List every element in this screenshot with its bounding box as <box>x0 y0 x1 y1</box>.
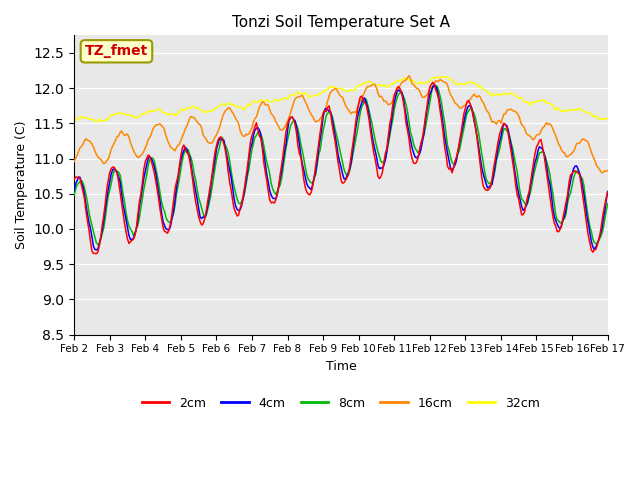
16cm <box>540 124 548 130</box>
16cm <box>170 146 177 152</box>
8cm <box>70 192 78 198</box>
16cm <box>598 170 605 176</box>
32cm <box>70 118 78 124</box>
4cm <box>93 247 100 253</box>
Title: Tonzi Soil Temperature Set A: Tonzi Soil Temperature Set A <box>232 15 450 30</box>
Line: 16cm: 16cm <box>74 76 607 173</box>
Text: TZ_fmet: TZ_fmet <box>85 44 148 58</box>
32cm <box>604 115 611 121</box>
2cm <box>541 161 549 167</box>
Line: 2cm: 2cm <box>74 82 607 254</box>
16cm <box>374 90 382 96</box>
Legend: 2cm, 4cm, 8cm, 16cm, 32cm: 2cm, 4cm, 8cm, 16cm, 32cm <box>137 392 545 415</box>
Line: 8cm: 8cm <box>74 86 607 244</box>
8cm <box>432 83 440 89</box>
8cm <box>405 120 413 126</box>
32cm <box>541 99 549 105</box>
16cm <box>405 73 413 79</box>
2cm <box>394 84 401 90</box>
4cm <box>431 82 438 87</box>
4cm <box>541 156 549 162</box>
16cm <box>604 168 611 174</box>
16cm <box>70 159 78 165</box>
16cm <box>85 138 93 144</box>
8cm <box>376 154 383 159</box>
Line: 32cm: 32cm <box>74 77 607 122</box>
2cm <box>70 177 78 182</box>
4cm <box>604 189 611 194</box>
4cm <box>171 198 179 204</box>
8cm <box>85 209 93 215</box>
8cm <box>394 95 401 100</box>
2cm <box>93 251 100 257</box>
32cm <box>376 82 383 88</box>
4cm <box>85 220 93 226</box>
2cm <box>171 187 179 192</box>
16cm <box>404 75 412 81</box>
4cm <box>376 166 383 171</box>
4cm <box>405 130 413 136</box>
4cm <box>394 88 401 94</box>
2cm <box>405 136 413 142</box>
8cm <box>604 201 611 206</box>
8cm <box>541 154 549 160</box>
Y-axis label: Soil Temperature (C): Soil Temperature (C) <box>15 120 28 249</box>
32cm <box>93 119 100 125</box>
32cm <box>85 116 93 122</box>
4cm <box>70 188 78 193</box>
2cm <box>85 227 93 233</box>
32cm <box>394 77 401 83</box>
X-axis label: Time: Time <box>326 360 356 373</box>
2cm <box>429 79 436 85</box>
2cm <box>376 176 383 181</box>
32cm <box>171 113 179 119</box>
2cm <box>604 190 611 195</box>
Line: 4cm: 4cm <box>74 84 607 250</box>
32cm <box>439 74 447 80</box>
8cm <box>171 204 179 209</box>
16cm <box>392 92 399 98</box>
32cm <box>405 77 413 83</box>
8cm <box>94 241 102 247</box>
